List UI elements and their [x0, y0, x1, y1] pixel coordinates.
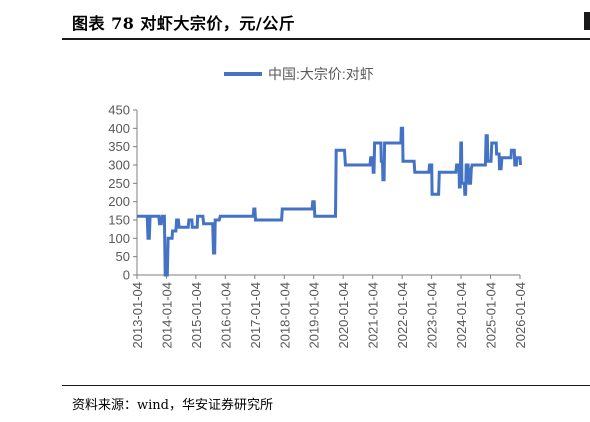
plot-area: [137, 126, 522, 277]
series-line: [137, 126, 522, 277]
y-tick-label: 150: [108, 213, 130, 228]
x-tick-label: 2015-01-04: [189, 282, 204, 349]
y-tick-label: 350: [108, 139, 130, 154]
x-tick-label: 2016-01-04: [218, 282, 233, 349]
x-axis: 2013-01-04 2014-01-04 2015-01-04 2016-01-04…: [130, 274, 528, 349]
y-tick-label: 250: [108, 176, 130, 191]
header-edge-marker: [584, 12, 590, 30]
y-tick-label: 0: [123, 268, 130, 283]
x-tick-label: 2023-01-04: [425, 282, 440, 349]
x-tick-label: 2020-01-04: [336, 282, 351, 349]
x-tick-label: 2024-01-04: [454, 282, 469, 349]
x-tick-label: 2019-01-04: [307, 282, 322, 349]
y-tick-label: 200: [108, 194, 130, 209]
x-tick-label: 2014-01-04: [159, 282, 174, 349]
y-tick-label: 100: [108, 231, 130, 246]
shrimp-price-chart: 中国:大宗价:对虾 0 50 100 150 200 250 300 350 400 450 20…: [108, 66, 528, 349]
y-tick-label: 50: [116, 249, 130, 264]
legend-label: 中国:大宗价:对虾: [268, 66, 374, 82]
figure-header: 图表 78 对虾大宗价，元/公斤: [62, 4, 590, 40]
x-tick-label: 2022-01-04: [395, 282, 410, 349]
x-tick-label: 2013-01-04: [130, 282, 145, 349]
page-title: 图表 78 对虾大宗价，元/公斤: [72, 14, 296, 33]
x-tick-label: 2025-01-04: [484, 282, 499, 349]
y-axis: 0 50 100 150 200 250 300 350 400 450: [108, 103, 138, 283]
x-tick-label: 2026-01-04: [513, 282, 528, 349]
x-tick-label: 2021-01-04: [366, 282, 381, 349]
y-tick-label: 300: [108, 158, 130, 173]
y-tick-label: 450: [108, 103, 130, 118]
y-tick-label: 400: [108, 121, 130, 136]
source-footer: 资料来源：wind，华安证券研究所: [62, 385, 590, 413]
source-note: 资料来源：wind，华安证券研究所: [72, 398, 273, 413]
x-tick-label: 2017-01-04: [248, 282, 263, 349]
chart-legend: 中国:大宗价:对虾: [224, 66, 374, 82]
x-tick-label: 2018-01-04: [277, 282, 292, 349]
